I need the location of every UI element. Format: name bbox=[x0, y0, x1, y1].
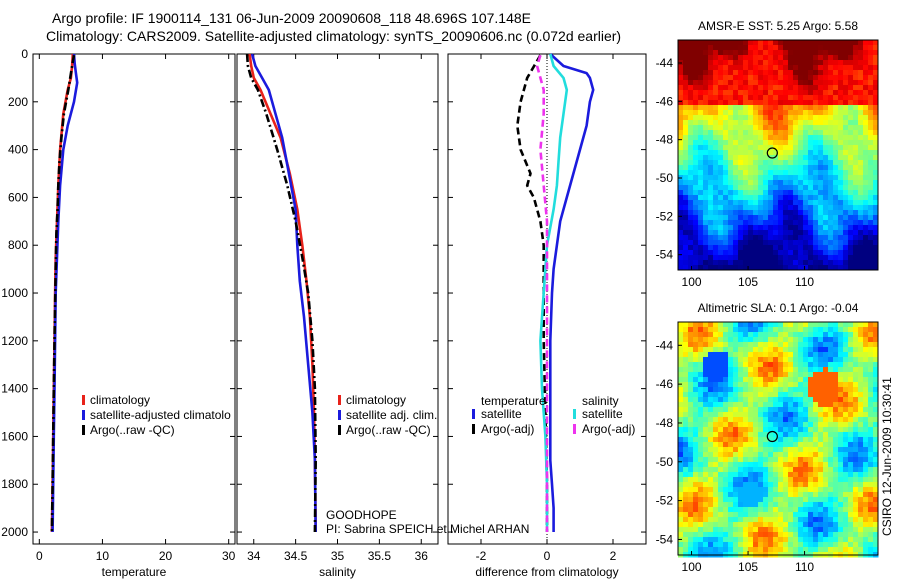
series-line-0 bbox=[248, 53, 317, 533]
y-tick-label: -50 bbox=[656, 455, 674, 469]
map-title: AMSR-E SST: 5.25 Argo: 5.58 bbox=[698, 19, 858, 33]
x-tick-label: 35.5 bbox=[368, 549, 392, 563]
y-tick-label: 1800 bbox=[1, 477, 28, 491]
legend-title: temperature bbox=[481, 394, 546, 408]
y-tick-label: 600 bbox=[8, 190, 28, 204]
legend-entry: Argo(..raw -QC) bbox=[346, 423, 431, 437]
x-tick-label: 30 bbox=[222, 549, 236, 563]
series-line-3 bbox=[535, 54, 549, 532]
legend-entry: satellite bbox=[481, 407, 522, 421]
legend-swatch bbox=[82, 410, 85, 420]
y-tick-label: 800 bbox=[8, 238, 28, 252]
x-tick-label: 34.5 bbox=[284, 549, 308, 563]
figure-subtitle: Climatology: CARS2009. Satellite-adjuste… bbox=[46, 28, 622, 44]
y-tick-label: 1000 bbox=[1, 286, 28, 300]
y-tick-label: -54 bbox=[656, 532, 674, 546]
y-tick-label: 400 bbox=[8, 143, 28, 157]
profile-panel-2: -2 0 2 difference from climatology temperatu… bbox=[447, 53, 647, 579]
x-tick-label: 110 bbox=[795, 275, 814, 289]
y-tick-label: -54 bbox=[656, 248, 674, 262]
series-line-2 bbox=[50, 54, 76, 533]
map-frame bbox=[677, 39, 879, 271]
profile-panel-1: 34 34.5 35 35.5 36salinityclimatologysatelli… bbox=[236, 53, 529, 579]
legend-entry: satellite bbox=[582, 407, 623, 421]
x-tick-label: 0 bbox=[36, 549, 43, 563]
x-tick-label: 20 bbox=[159, 549, 173, 563]
map-color-field bbox=[678, 40, 879, 271]
x-axis-label: temperature bbox=[102, 565, 167, 579]
x-tick-label: 105 bbox=[738, 560, 758, 574]
y-tick-label: -48 bbox=[656, 133, 674, 147]
legend-swatch bbox=[573, 409, 576, 419]
series-line-1 bbox=[51, 53, 79, 533]
legend-entry: climatology bbox=[90, 393, 150, 407]
legend-swatch bbox=[82, 395, 85, 405]
legend-swatch bbox=[338, 425, 341, 435]
y-tick-label: 1400 bbox=[1, 382, 28, 396]
y-tick-label: -44 bbox=[656, 56, 674, 70]
y-tick-label: -52 bbox=[656, 209, 674, 223]
y-tick-label: 200 bbox=[8, 95, 28, 109]
series-line-1 bbox=[250, 53, 317, 533]
x-tick-label: 110 bbox=[795, 560, 814, 574]
map-color-field bbox=[678, 322, 879, 558]
figure-title: Argo profile: IF 1900114_131 06-Jun-2009… bbox=[52, 10, 531, 26]
sst-map-panel: AMSR-E SST: 5.25 Argo: 5.58 100 105 110 -44 -… bbox=[656, 19, 879, 289]
x-axis-label: difference from climatology bbox=[475, 565, 618, 579]
legend-entry: satellite-adjusted climatolo bbox=[90, 408, 231, 422]
map-title: Altimetric SLA: 0.1 Argo: -0.04 bbox=[698, 301, 859, 315]
y-tick-label: 1600 bbox=[1, 429, 28, 443]
x-axis-label: salinity bbox=[319, 565, 356, 579]
legend-entry: Argo(..raw -QC) bbox=[90, 423, 175, 437]
legend-entry: Argo(-adj) bbox=[481, 422, 534, 436]
plot-frame bbox=[32, 53, 236, 545]
x-tick-label: 10 bbox=[96, 549, 110, 563]
x-tick-label: 105 bbox=[738, 275, 758, 289]
annotation-text: PI: Sabrina SPEICH et Michel ARHAN bbox=[326, 522, 529, 536]
y-tick-label: -46 bbox=[656, 94, 674, 108]
legend-swatch bbox=[338, 410, 341, 420]
argo-position-marker bbox=[766, 147, 778, 159]
y-tick-label: -52 bbox=[656, 494, 674, 508]
series-line-1 bbox=[515, 54, 549, 532]
x-tick-label: 100 bbox=[682, 560, 702, 574]
legend-title: salinity bbox=[582, 394, 619, 408]
y-tick-label: -44 bbox=[656, 338, 674, 352]
legend-entry: satellite adj. clim. bbox=[346, 408, 437, 422]
y-tick-label: -50 bbox=[656, 171, 674, 185]
x-tick-label: 36 bbox=[415, 549, 429, 563]
x-tick-label: -2 bbox=[476, 549, 487, 563]
legend-entry: climatology bbox=[346, 393, 406, 407]
legend-entry: Argo(-adj) bbox=[582, 422, 635, 436]
y-tick-label: 1200 bbox=[1, 334, 28, 348]
map-frame bbox=[677, 321, 879, 556]
legend-swatch bbox=[472, 424, 475, 434]
series-line-2 bbox=[245, 53, 318, 533]
y-tick-label: 2000 bbox=[1, 525, 28, 539]
sla-map-panel: Altimetric SLA: 0.1 Argo: -0.04 100 105 110… bbox=[656, 301, 879, 574]
series-line-0 bbox=[548, 53, 595, 532]
y-tick-label: 0 bbox=[21, 47, 28, 61]
annotation-text: GOODHOPE bbox=[326, 508, 397, 522]
legend-swatch bbox=[82, 425, 85, 435]
x-tick-label: 2 bbox=[610, 549, 617, 563]
legend-swatch bbox=[573, 424, 576, 434]
legend-swatch bbox=[338, 395, 341, 405]
series-line-2 bbox=[539, 53, 569, 532]
y-tick-label: -46 bbox=[656, 377, 674, 391]
x-tick-label: 35 bbox=[331, 549, 345, 563]
x-tick-label: 0 bbox=[544, 549, 551, 563]
y-tick-label: -48 bbox=[656, 416, 674, 430]
argo-position-marker bbox=[766, 430, 778, 443]
x-tick-label: 34 bbox=[247, 549, 261, 563]
legend-swatch bbox=[472, 409, 475, 419]
x-tick-label: 100 bbox=[682, 275, 702, 289]
plot-frame bbox=[236, 53, 439, 545]
profile-panel-0: 0 200 400 600 800 1000 1200 1400 1600 1800 2000 0 10… bbox=[1, 47, 235, 579]
